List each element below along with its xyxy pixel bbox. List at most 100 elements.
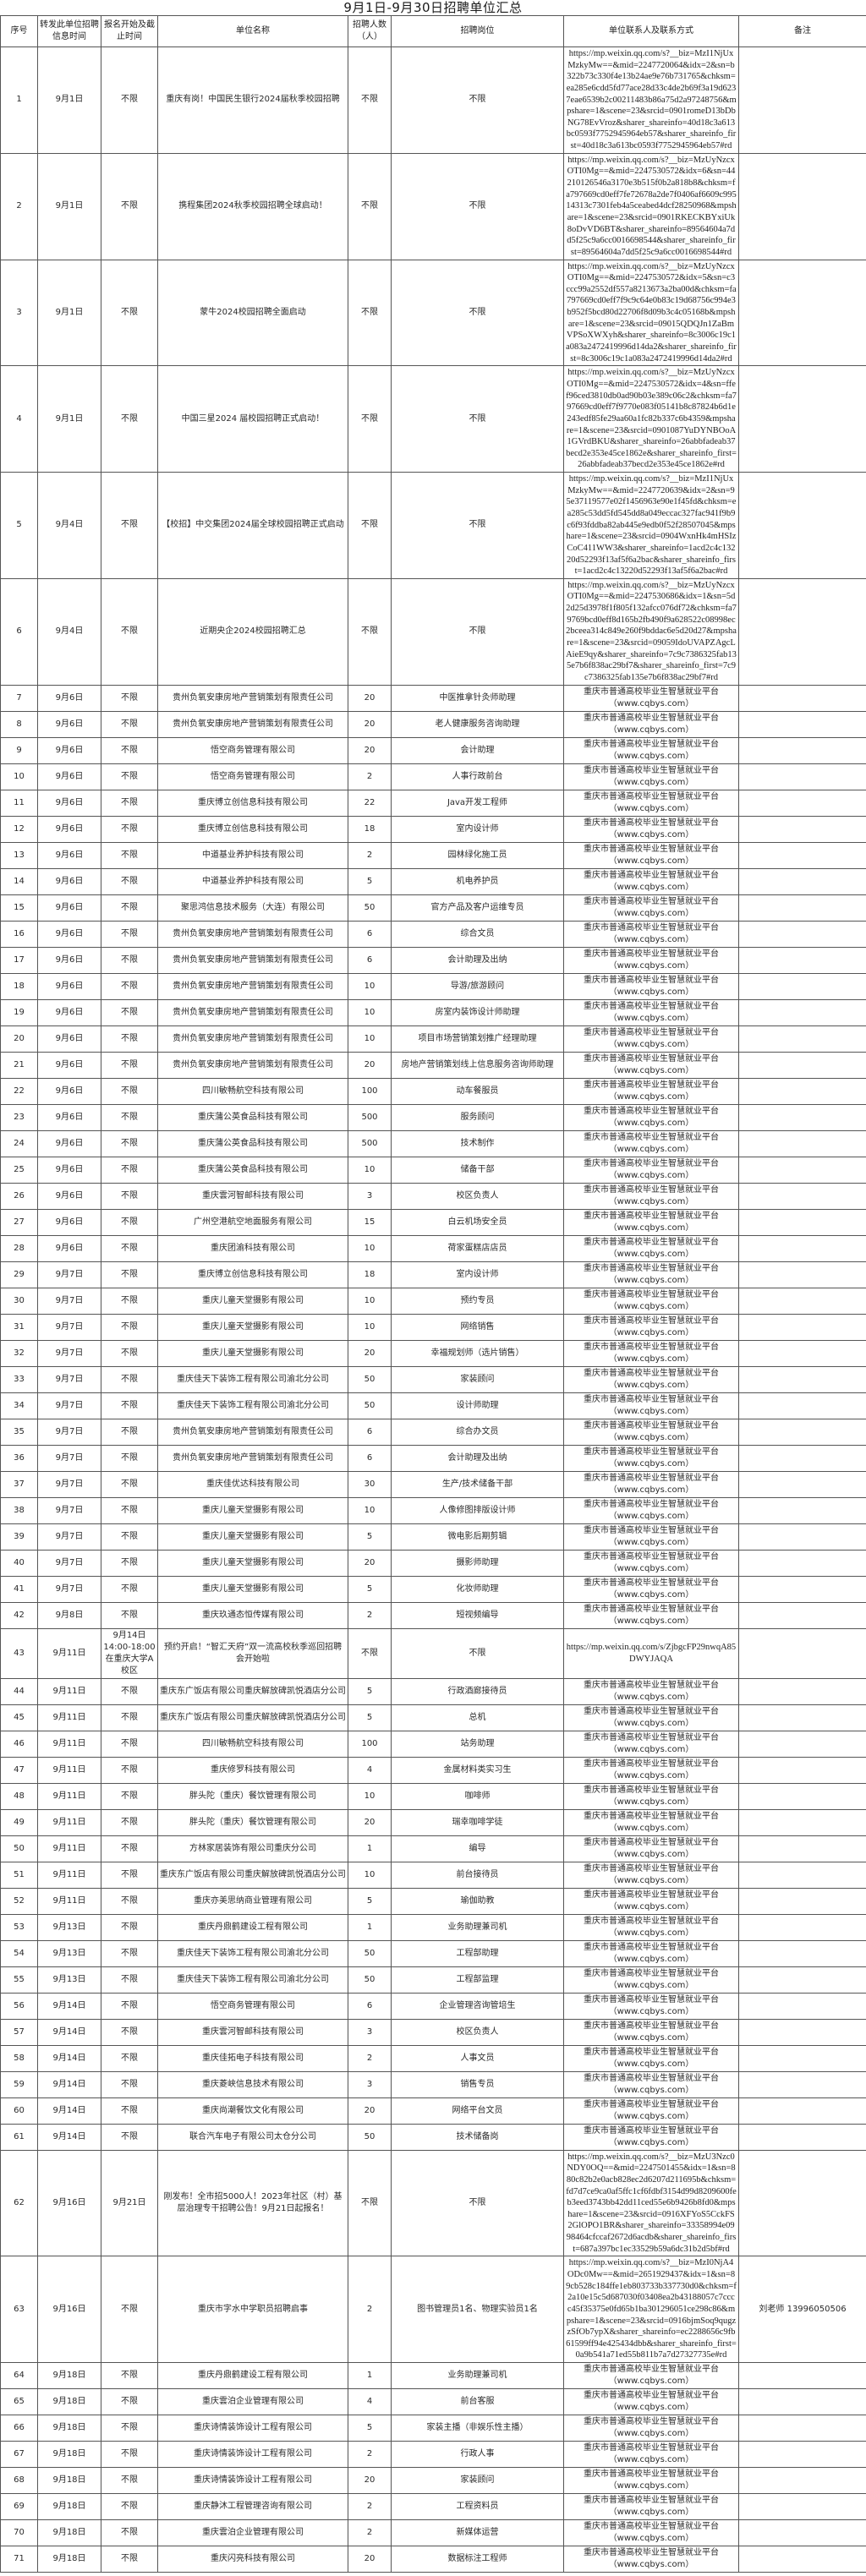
cell-forward-date: 9月7日 <box>37 1261 101 1288</box>
cell-count: 22 <box>348 789 392 817</box>
cell-no: 71 <box>0 2546 38 2573</box>
table-row: 64 9月18日 不限 重庆丹鼎鹤建设工程有限公司 1 业务助理兼司机 重庆市普… <box>0 2362 866 2390</box>
cell-count: 10 <box>348 972 392 1000</box>
cell-register-time: 不限 <box>101 259 158 367</box>
table-row: 29 9月7日 不限 重庆博立创信息科技有限公司 18 室内设计师 重庆市普通高… <box>0 1261 866 1288</box>
table-row: 3 9月1日 不限 蒙牛2024校园招聘全面启动 不限 不限 https://m… <box>0 259 866 367</box>
table-row: 61 9月14日 不限 联合汽车电子有限公司太仓分公司 50 技术储备岗 重庆市… <box>0 2123 866 2151</box>
cell-register-time: 不限 <box>101 1051 158 1079</box>
cell-position: 白云机场安全员 <box>391 1208 564 1236</box>
cell-count: 18 <box>348 815 392 843</box>
cell-note <box>738 841 866 869</box>
cell-contact: 重庆市普通高校毕业生智慧就业平台（www.cqbys.com） <box>563 789 739 817</box>
cell-contact: 重庆市普通高校毕业生智慧就业平台（www.cqbys.com） <box>563 1051 739 1079</box>
cell-forward-date: 9月14日 <box>37 2097 101 2125</box>
cell-company: 近期央企2024校园招聘汇总 <box>157 577 348 686</box>
cell-contact: 重庆市普通高校毕业生智慧就业平台（www.cqbys.com） <box>563 867 739 895</box>
cell-no: 26 <box>0 1182 38 1210</box>
cell-register-time: 不限 <box>101 1470 158 1498</box>
cell-company: 重庆市字水中学职员招聘启事 <box>157 2256 348 2364</box>
cell-no: 43 <box>0 1627 38 1679</box>
cell-forward-date: 9月11日 <box>37 1782 101 1810</box>
cell-position: 新媒体运营 <box>391 2519 564 2547</box>
cell-count: 2 <box>348 2256 392 2364</box>
cell-forward-date: 9月11日 <box>37 1756 101 1784</box>
cell-company: 重庆丹鼎鹤建设工程有限公司 <box>157 2362 348 2390</box>
cell-company: 携程集团2024秋季校园招聘全球启动！ <box>157 152 348 260</box>
cell-position: 生产/技术储备干部 <box>391 1470 564 1498</box>
cell-register-time: 不限 <box>101 2519 158 2547</box>
cell-company: 重庆雲泊企业管理有限公司 <box>157 2388 348 2416</box>
cell-no: 70 <box>0 2519 38 2547</box>
cell-register-time: 不限 <box>101 1365 158 1393</box>
cell-position: 家装顾问 <box>391 1365 564 1393</box>
cell-contact: 重庆市普通高校毕业生智慧就业平台（www.cqbys.com） <box>563 1444 739 1472</box>
cell-no: 15 <box>0 894 38 922</box>
cell-note <box>738 867 866 895</box>
cell-note <box>738 1861 866 1889</box>
cell-company: 重庆佳天下装饰工程有限公司渝北分公司 <box>157 1939 348 1967</box>
table-row: 49 9月11日 不限 胖头陀（重庆）餐饮管理有限公司 20 瑞幸咖啡学徒 重庆… <box>0 1808 866 1836</box>
cell-no: 65 <box>0 2388 38 2416</box>
cell-note <box>738 1234 866 1262</box>
table-row: 43 9月11日 9月14日 14:00-18:00 在重庆大学A校区 预约开启… <box>0 1627 866 1679</box>
cell-register-time: 不限 <box>101 1808 158 1836</box>
cell-contact: 重庆市普通高校毕业生智慧就业平台（www.cqbys.com） <box>563 1261 739 1288</box>
cell-note <box>738 684 866 712</box>
cell-register-time: 不限 <box>101 815 158 843</box>
cell-position: 化妆师助理 <box>391 1575 564 1603</box>
cell-forward-date: 9月6日 <box>37 972 101 1000</box>
cell-count: 2 <box>348 763 392 790</box>
cell-company: 贵州负氧安康房地产营销策划有限责任公司 <box>157 920 348 948</box>
table-row: 38 9月7日 不限 重庆儿童天堂摄影有限公司 10 人像修图排版设计师 重庆市… <box>0 1496 866 1524</box>
cell-forward-date: 9月6日 <box>37 789 101 817</box>
cell-register-time: 不限 <box>101 1887 158 1915</box>
cell-position: 导游/旅游顾问 <box>391 972 564 1000</box>
table-row: 54 9月13日 不限 重庆佳天下装饰工程有限公司渝北分公司 50 工程部助理 … <box>0 1939 866 1967</box>
cell-company: 贵州负氧安康房地产营销策划有限责任公司 <box>157 998 348 1026</box>
cell-forward-date: 9月14日 <box>37 2123 101 2151</box>
cell-no: 63 <box>0 2256 38 2364</box>
table-row: 19 9月6日 不限 贵州负氧安康房地产营销策划有限责任公司 10 房室内装饰设… <box>0 998 866 1026</box>
cell-position: 设计师助理 <box>391 1392 564 1419</box>
table-row: 31 9月7日 不限 重庆儿童天堂摄影有限公司 10 网络销售 重庆市普通高校毕… <box>0 1313 866 1341</box>
cell-count: 3 <box>348 2070 392 2098</box>
cell-contact: https://mp.weixin.qq.com/s?__biz=MzUyNzc… <box>563 365 739 473</box>
cell-register-time: 不限 <box>101 1208 158 1236</box>
cell-note <box>738 365 866 473</box>
cell-forward-date: 9月11日 <box>37 1808 101 1836</box>
cell-count: 20 <box>348 1051 392 1079</box>
cell-company: 重庆东广饭店有限公司重庆解放碑凯悦酒店分公司 <box>157 1861 348 1889</box>
cell-note <box>738 1365 866 1393</box>
cell-note <box>738 1077 866 1105</box>
cell-note <box>738 2018 866 2046</box>
cell-note <box>738 789 866 817</box>
cell-contact: 重庆市普通高校毕业生智慧就业平台（www.cqbys.com） <box>563 920 739 948</box>
cell-position: 会计助理 <box>391 736 564 764</box>
cell-forward-date: 9月7日 <box>37 1549 101 1577</box>
cell-position: 不限 <box>391 152 564 260</box>
table-row: 21 9月6日 不限 贵州负氧安康房地产营销策划有限责任公司 20 房地产营销策… <box>0 1051 866 1079</box>
cell-no: 18 <box>0 972 38 1000</box>
cell-contact: 重庆市普通高校毕业生智慧就业平台（www.cqbys.com） <box>563 1808 739 1836</box>
cell-note <box>738 1470 866 1498</box>
cell-company: 重庆博立创信息科技有限公司 <box>157 1261 348 1288</box>
cell-register-time: 不限 <box>101 894 158 922</box>
cell-count: 20 <box>348 2467 392 2495</box>
cell-contact: https://mp.weixin.qq.com/s?__biz=MzUyNzc… <box>563 259 739 367</box>
table-row: 11 9月6日 不限 重庆博立创信息科技有限公司 22 Java开发工程师 重庆… <box>0 789 866 817</box>
cell-count: 10 <box>348 998 392 1026</box>
cell-company: 四川敏畅航空科技有限公司 <box>157 1077 348 1105</box>
table-row: 7 9月6日 不限 贵州负氧安康房地产营销策划有限责任公司 20 中医推拿针灸师… <box>0 684 866 712</box>
cell-position: 校区负责人 <box>391 1182 564 1210</box>
cell-no: 24 <box>0 1129 38 1157</box>
cell-register-time: 不限 <box>101 684 158 712</box>
cell-position: 企业管理咨询管培生 <box>391 1992 564 2020</box>
cell-company: 重庆东广饭店有限公司重庆解放碑凯悦酒店分公司 <box>157 1704 348 1731</box>
cell-register-time: 不限 <box>101 1025 158 1053</box>
cell-position: 园林绿化施工员 <box>391 841 564 869</box>
cell-no: 66 <box>0 2415 38 2442</box>
cell-register-time: 不限 <box>101 1313 158 1341</box>
cell-note <box>738 1103 866 1131</box>
table-row: 55 9月13日 不限 重庆佳天下装饰工程有限公司渝北分公司 50 工程部监理 … <box>0 1966 866 1994</box>
